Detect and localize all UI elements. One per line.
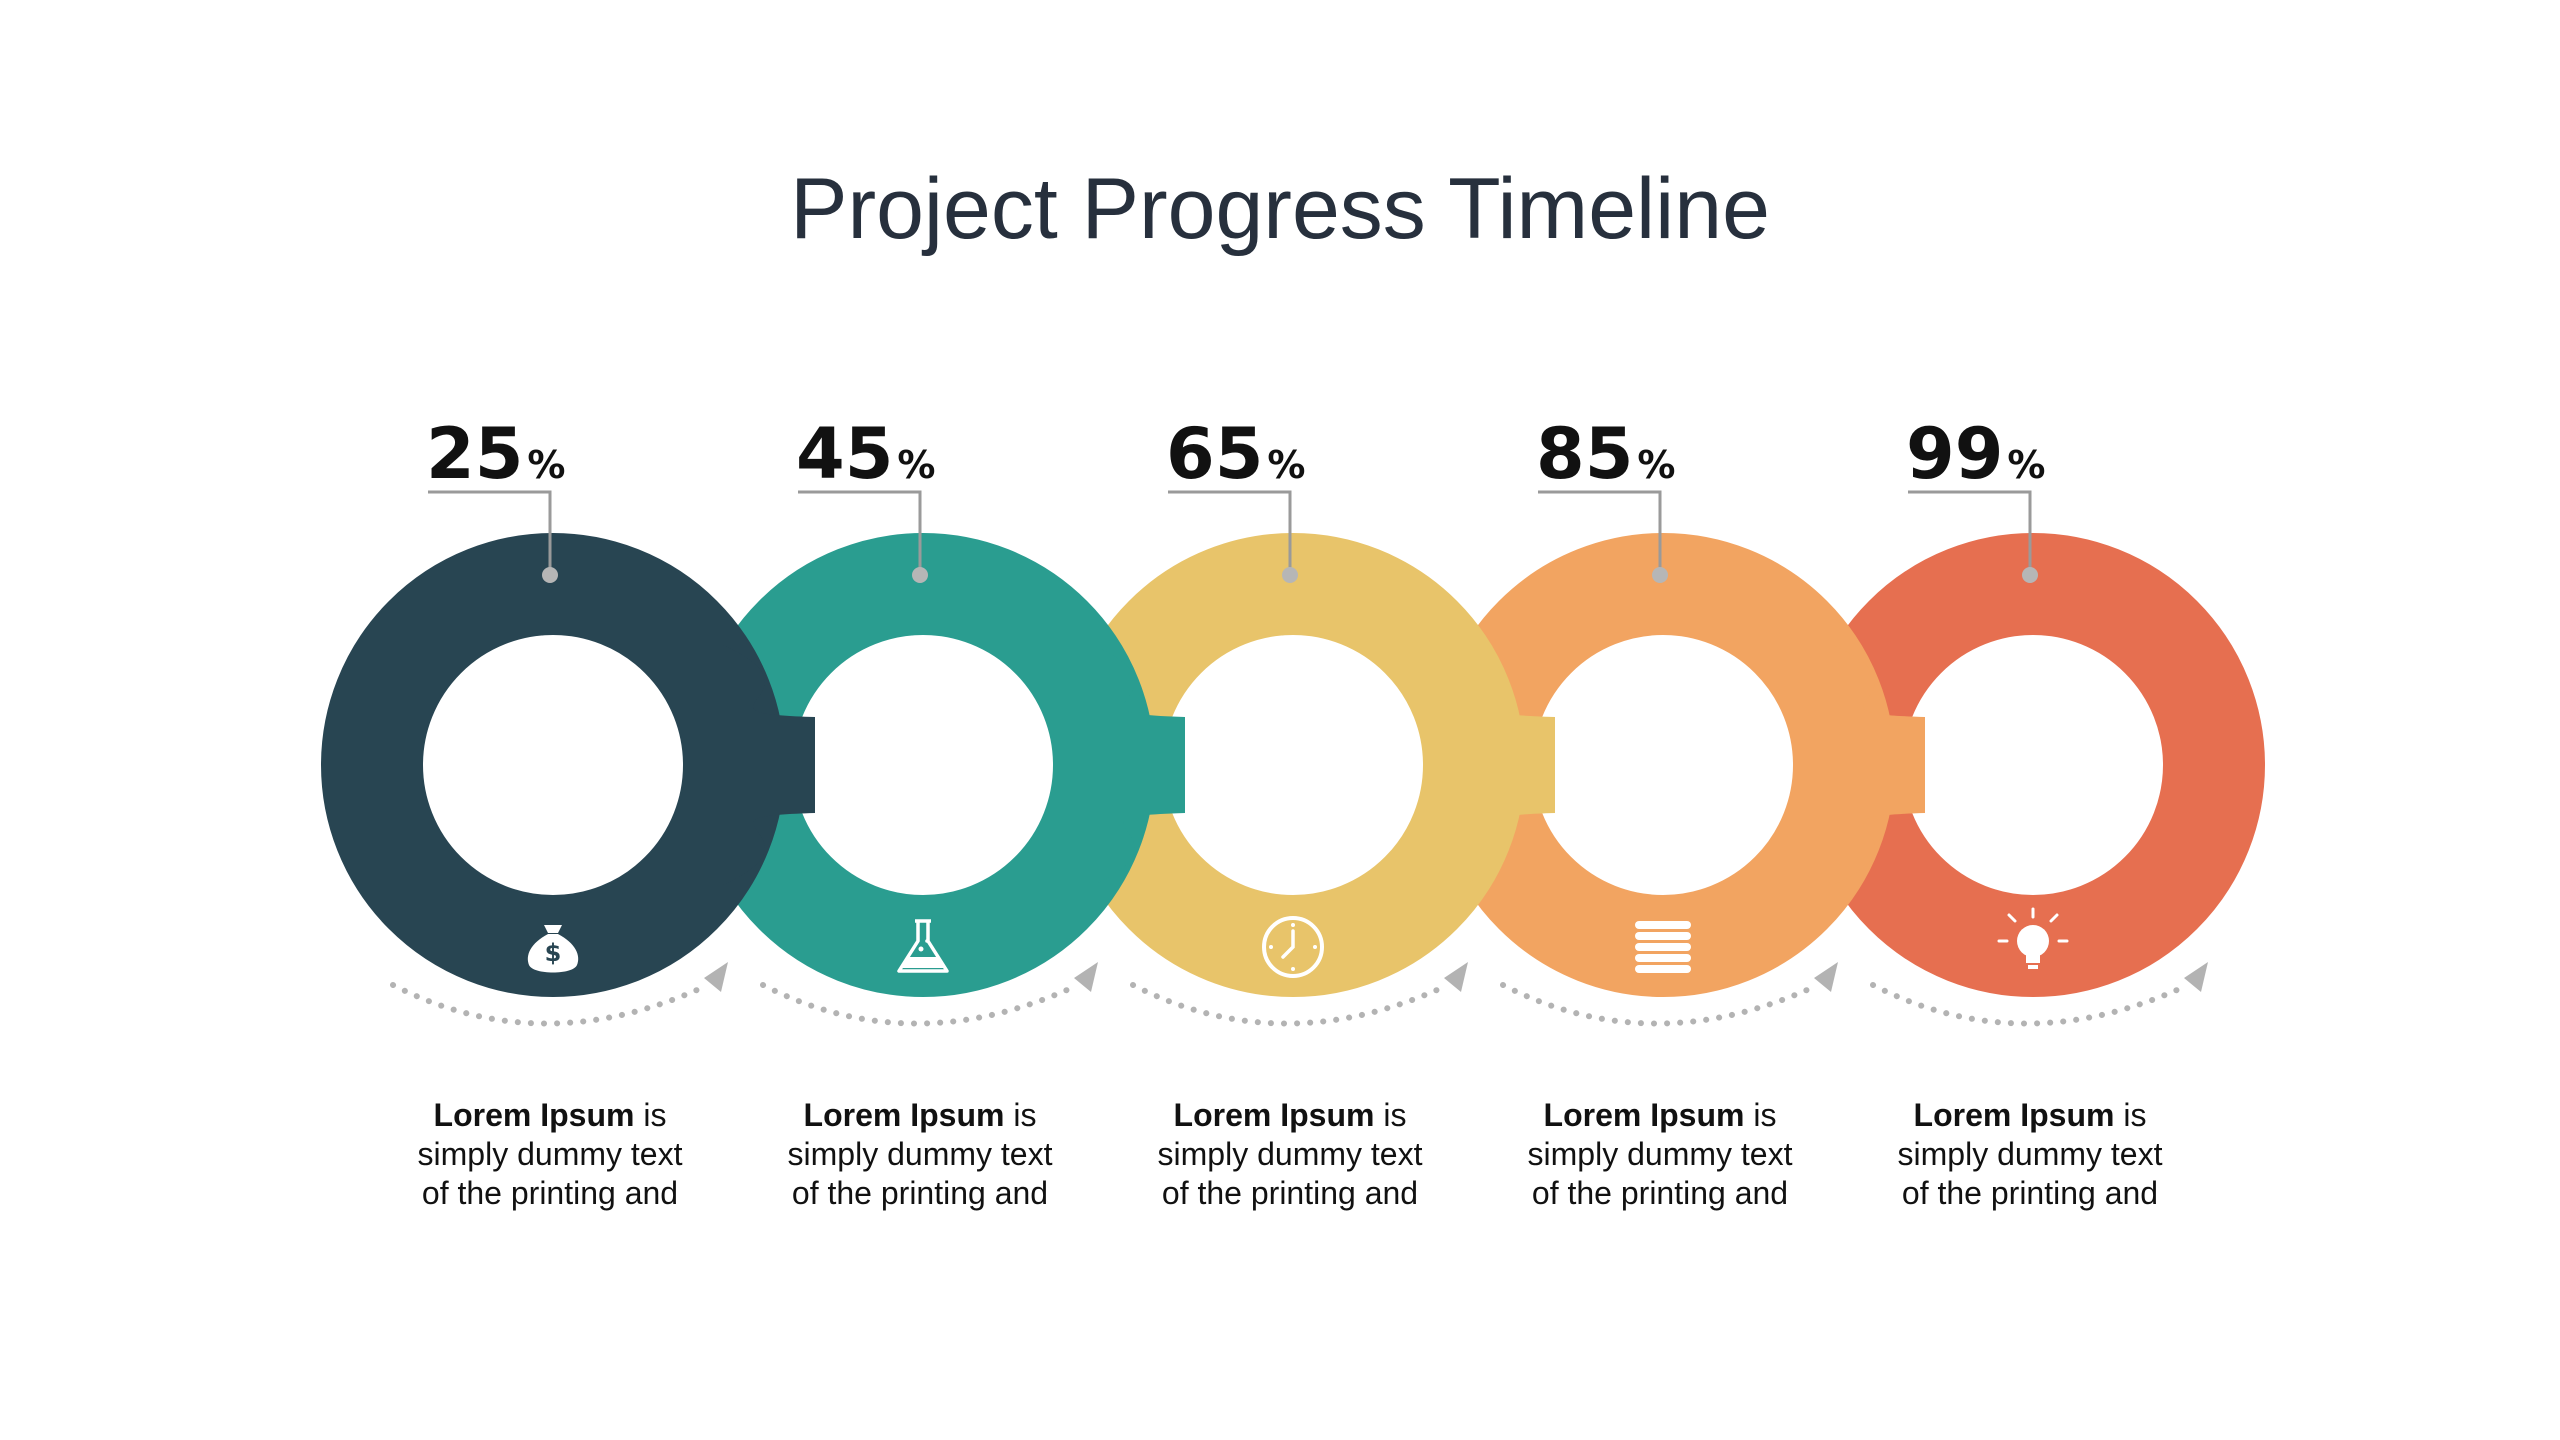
callout-line — [798, 490, 922, 575]
percent-symbol: % — [1637, 443, 1675, 487]
description-text: is simply dummy text of the printing and — [1527, 1097, 1793, 1211]
percent-symbol: % — [527, 443, 565, 487]
percent-symbol: % — [2007, 443, 2045, 487]
percent-label: 25% — [426, 413, 566, 495]
connector-band — [1833, 645, 1925, 885]
progress-arrow — [390, 982, 711, 1027]
step-description: Lorem Ipsum is simply dummy text of the … — [1140, 1096, 1440, 1213]
connector-band — [1093, 645, 1185, 885]
progress-arrow — [1500, 982, 1821, 1027]
arrow-head-icon — [1074, 962, 1098, 992]
description-bold: Lorem Ipsum — [803, 1097, 1005, 1133]
clock-icon — [1262, 916, 1324, 978]
flask-icon — [897, 919, 949, 973]
description-bold: Lorem Ipsum — [1913, 1097, 2115, 1133]
money-bag-icon: $ — [527, 925, 579, 973]
description-text: is simply dummy text of the printing and — [1157, 1097, 1423, 1211]
percent-label: 65% — [1166, 413, 1306, 495]
callout-line — [1538, 490, 1662, 575]
connector-band — [1463, 645, 1555, 885]
callout-dot — [1652, 567, 1668, 583]
callout-dot — [1282, 567, 1298, 583]
percent-label: 99% — [1906, 413, 2046, 495]
ring — [321, 533, 785, 997]
step-description: Lorem Ipsum is simply dummy text of the … — [1510, 1096, 1810, 1213]
database-icon — [1635, 921, 1691, 973]
percent-symbol: % — [897, 443, 935, 487]
arrow-head-icon — [1444, 962, 1468, 992]
description-bold: Lorem Ipsum — [433, 1097, 635, 1133]
percent-value: 99 — [1906, 413, 2003, 495]
percent-label: 85% — [1536, 413, 1676, 495]
ring-step-1: 25 % $ — [321, 413, 815, 1027]
percent-value: 65 — [1166, 413, 1263, 495]
description-bold: Lorem Ipsum — [1173, 1097, 1375, 1133]
arrow-head-icon — [704, 962, 728, 992]
callout-dot — [542, 567, 558, 583]
progress-arrow — [1130, 982, 1451, 1027]
step-description: Lorem Ipsum is simply dummy text of the … — [770, 1096, 1070, 1213]
step-description: Lorem Ipsum is simply dummy text of the … — [400, 1096, 700, 1213]
percent-value: 25 — [426, 413, 523, 495]
svg-text:$: $ — [545, 939, 562, 967]
connector-band — [723, 645, 815, 885]
description-bold: Lorem Ipsum — [1543, 1097, 1745, 1133]
description-text: is simply dummy text of the printing and — [417, 1097, 683, 1211]
percent-label: 45% — [796, 413, 936, 495]
arrow-head-icon — [2184, 962, 2208, 992]
callout-dot — [912, 567, 928, 583]
progress-arrow — [760, 982, 1081, 1027]
callout-line — [428, 490, 552, 575]
callout-line — [1908, 490, 2032, 575]
lightbulb-icon — [1997, 907, 2069, 969]
percent-symbol: % — [1267, 443, 1305, 487]
percent-value: 85 — [1536, 413, 1633, 495]
callout-dot — [2022, 567, 2038, 583]
page-title: Project Progress Timeline — [790, 161, 1770, 257]
percent-value: 45 — [796, 413, 893, 495]
progress-arrow — [1870, 982, 2191, 1027]
description-text: is simply dummy text of the printing and — [787, 1097, 1053, 1211]
callout-line — [1168, 490, 1292, 575]
arrow-head-icon — [1814, 962, 1838, 992]
description-text: is simply dummy text of the printing and — [1897, 1097, 2163, 1211]
step-description: Lorem Ipsum is simply dummy text of the … — [1880, 1096, 2180, 1213]
